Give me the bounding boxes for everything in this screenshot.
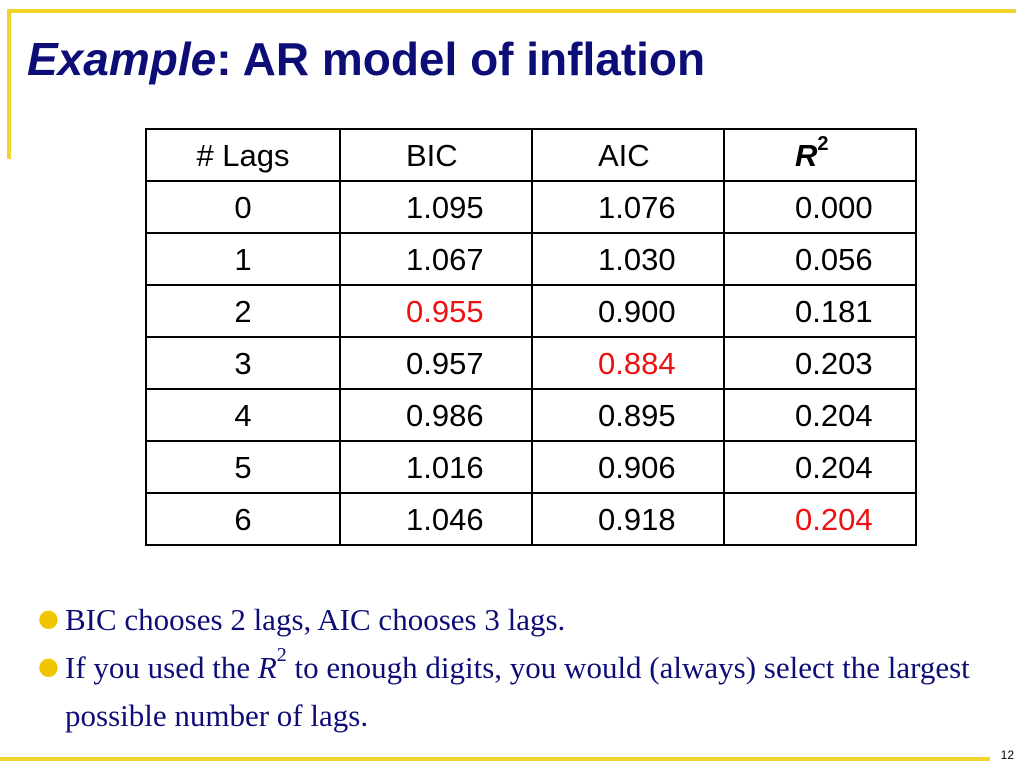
header-r2-var: R [795, 137, 818, 173]
left-accent-line [7, 9, 11, 159]
bullet-list: ● BIC chooses 2 lags, AIC chooses 3 lags… [36, 596, 996, 740]
r-squared-var: R2 [257, 644, 287, 686]
cell-aic-highlighted: 0.884 [531, 336, 725, 390]
slide-title-italic: Example [27, 33, 217, 85]
cell-r2: 0.204 [723, 388, 917, 442]
slide-title-rest: : AR model of inflation [216, 33, 706, 85]
cell-lags: 4 [145, 388, 341, 442]
cell-lags: 6 [145, 492, 341, 546]
bottom-accent-line [0, 757, 990, 761]
cell-bic: 1.067 [339, 232, 533, 286]
r-exp: 2 [276, 644, 287, 667]
cell-aic: 0.895 [531, 388, 725, 442]
table-row: 1 1.067 1.030 0.056 [145, 232, 917, 286]
r-var: R [257, 650, 277, 686]
table-row: 5 1.016 0.906 0.204 [145, 440, 917, 494]
cell-bic: 0.986 [339, 388, 533, 442]
header-r2: R2 [723, 128, 917, 182]
table-row: 0 1.095 1.076 0.000 [145, 180, 917, 234]
cell-r2: 0.181 [723, 284, 917, 338]
cell-lags: 5 [145, 440, 341, 494]
bullet-dot-icon: ● [38, 652, 59, 681]
cell-bic: 1.095 [339, 180, 533, 234]
cell-r2: 0.056 [723, 232, 917, 286]
bullet-dot-icon: ● [38, 604, 59, 632]
bullet-text: BIC chooses 2 lags, AIC chooses 3 lags. [65, 602, 566, 637]
bullet-text-pre: If you used the [65, 650, 258, 686]
table-row: 6 1.046 0.918 0.204 [145, 492, 917, 546]
cell-bic-highlighted: 0.955 [339, 284, 533, 338]
slide-title: Example: AR model of inflation [27, 36, 705, 82]
cell-bic: 1.046 [339, 492, 533, 546]
cell-aic: 0.900 [531, 284, 725, 338]
cell-aic: 1.076 [531, 180, 725, 234]
page-number: 12 [1000, 748, 1014, 762]
cell-aic: 0.918 [531, 492, 725, 546]
cell-lags: 2 [145, 284, 341, 338]
bullet-item: ● If you used the R2 to enough digits, y… [36, 644, 996, 740]
cell-aic: 0.906 [531, 440, 725, 494]
cell-lags: 1 [145, 232, 341, 286]
cell-aic: 1.030 [531, 232, 725, 286]
cell-lags: 0 [145, 180, 341, 234]
cell-r2: 0.203 [723, 336, 917, 390]
top-accent-line [10, 9, 1016, 13]
bullet-item: ● BIC chooses 2 lags, AIC chooses 3 lags… [36, 596, 996, 644]
bullet-text-post: to enough digits, you would (always) sel… [65, 650, 970, 734]
header-bic: BIC [339, 128, 533, 182]
cell-bic: 0.957 [339, 336, 533, 390]
header-aic: AIC [531, 128, 725, 182]
table-row: 3 0.957 0.884 0.203 [145, 336, 917, 390]
header-r2-exp: 2 [817, 132, 829, 155]
table-row: 2 0.955 0.900 0.181 [145, 284, 917, 338]
cell-lags: 3 [145, 336, 341, 390]
cell-bic: 1.016 [339, 440, 533, 494]
cell-r2-highlighted: 0.204 [723, 492, 917, 546]
table-row: 4 0.986 0.895 0.204 [145, 388, 917, 442]
table-header-row: # Lags BIC AIC R2 [145, 128, 917, 182]
cell-r2: 0.000 [723, 180, 917, 234]
cell-r2: 0.204 [723, 440, 917, 494]
lags-table: # Lags BIC AIC R2 0 1.095 1.076 0.000 1 … [145, 128, 917, 546]
header-lags: # Lags [145, 128, 341, 182]
